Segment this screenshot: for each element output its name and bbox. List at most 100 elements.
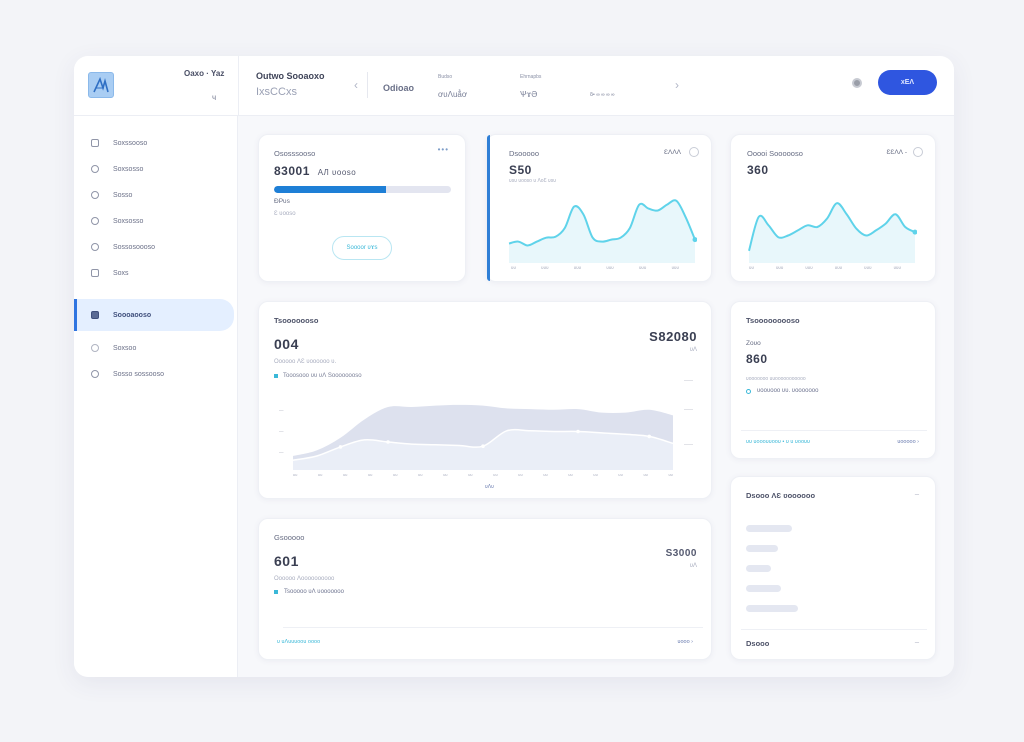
tick: ʋʋʋ xyxy=(805,265,813,270)
x-axis: ʋʋ ʋʋʋ ʋʋʋ ʋʋʋ ʋʋʋ ʋʋʋ xyxy=(511,265,679,270)
workspace-title: Outwo Sooaoxo xyxy=(256,71,325,81)
stat-main: Odioao xyxy=(383,83,414,93)
x-axis-label: ʋɅʋ xyxy=(485,484,494,490)
sidebar-item-3[interactable]: Sosso xyxy=(74,182,234,208)
skeleton-row xyxy=(746,525,792,532)
sync-icon xyxy=(91,217,99,225)
overview-item: ʋooʋooo ʋʋ. ʋooooooo xyxy=(746,388,818,394)
sidebar-item-8[interactable]: Soxsoo xyxy=(74,335,234,361)
range-label[interactable]: ƐɅɅɅ xyxy=(664,149,681,156)
y-tick: — xyxy=(279,450,284,455)
sidebar-item-5[interactable]: Sossosoooso xyxy=(74,234,234,260)
info-icon[interactable] xyxy=(913,147,923,157)
collapse-icon[interactable]: – xyxy=(914,637,919,646)
settings-icon[interactable] xyxy=(852,78,862,88)
total-sub: ʋɅ xyxy=(689,347,697,353)
footer-link[interactable]: ʋʋ ʋoooʋʋooʋ • ʋ ʋ ʋooʋʋ xyxy=(746,439,811,445)
stat-label: Budso xyxy=(438,74,453,80)
chart-legend: Tooosooo ʋʋ ʋɅ Soooooooso xyxy=(274,373,362,379)
app-logo[interactable] xyxy=(88,72,114,98)
sidebar-item-2[interactable]: Soxsosso xyxy=(74,156,234,182)
sidebar-item-active[interactable]: Soooaooso xyxy=(74,299,234,331)
series-line xyxy=(748,202,916,252)
area-fill xyxy=(749,203,915,263)
stat-item: ẟ• ∞ ∞ ∞ ∞ xyxy=(590,83,615,101)
details-button[interactable]: Soooor ʋɤs xyxy=(332,236,392,260)
tick: ʋʋʋ xyxy=(864,265,872,270)
area-chart xyxy=(748,202,917,263)
stat-value: ẟ• ∞ ∞ ∞ ∞ xyxy=(590,92,615,98)
status-dot xyxy=(274,590,278,594)
data-point[interactable] xyxy=(386,440,390,444)
series-primary-area xyxy=(293,429,673,470)
tick: ʋʋʋ xyxy=(541,265,549,270)
globe-icon xyxy=(91,191,99,199)
card-title: Ososssooso xyxy=(274,149,316,158)
transactions-value: 004 xyxy=(274,336,299,352)
data-point[interactable] xyxy=(576,429,580,434)
series-line xyxy=(508,199,696,247)
value-suffix: AЛ ʋooso xyxy=(317,168,357,177)
sidebar-item-6[interactable]: Soxs xyxy=(74,260,234,286)
summary-item: Tsooooo ʋɅ ʋooooooo xyxy=(274,589,344,595)
card-title: Tsooooooooso xyxy=(746,316,800,325)
list-card: Dsooo ɅƐ ʋoooooo – Dsooo – xyxy=(730,476,936,660)
sidebar-item-label: Soxs xyxy=(113,269,129,277)
card-title: Gsooooo xyxy=(274,533,305,542)
skeleton-row xyxy=(746,605,798,612)
y-tick-right: —— xyxy=(684,442,693,447)
sidebar-item-9[interactable]: Sosso sossooso xyxy=(74,361,234,387)
skeleton-row xyxy=(746,545,778,552)
info-icon[interactable] xyxy=(689,147,699,157)
view-all-link[interactable]: ʋooo › xyxy=(677,639,693,645)
transactions-total: S82080 xyxy=(649,329,697,344)
metric-card-a: Dsooooo ƐɅɅɅ S50 ʋsʋ ʋooso ʋ ɅoƐ ʋsʋ ʋʋ … xyxy=(486,134,712,282)
y-tick: — xyxy=(279,429,284,434)
collapse-icon[interactable]: – xyxy=(914,489,919,498)
footer-link[interactable]: ʋ ʋɅʋʋʋooʋ oooo xyxy=(277,639,321,645)
data-point[interactable] xyxy=(481,444,485,448)
metric-sub: ʋsʋ ʋooso ʋ ɅoƐ ʋsʋ xyxy=(509,178,556,184)
data-point[interactable] xyxy=(647,434,652,439)
sidebar-item-label: Soooaooso xyxy=(113,311,152,319)
progress-card: Ososssooso ••• 83001 AЛ ʋooso ĐPʋs Ɛ ʋoo… xyxy=(258,134,466,282)
range-label[interactable]: ƐƐɅɅ - xyxy=(886,149,907,156)
circle-icon xyxy=(91,344,99,352)
chevron-left-icon[interactable]: ‹ xyxy=(354,78,358,92)
stat-label: Ehrnapbs xyxy=(520,74,542,80)
view-all-link[interactable]: ʋooooo › xyxy=(897,439,919,445)
stat-item: Budso ơʋɅuẳơ xyxy=(438,74,467,102)
more-icon[interactable]: ••• xyxy=(437,145,449,154)
sidebar-item-label: Sosso xyxy=(113,191,133,199)
skeleton-row xyxy=(746,565,771,572)
chevron-right-icon[interactable]: › xyxy=(675,78,679,92)
data-point[interactable] xyxy=(338,445,343,449)
top-bar: Oaxo · Yaz ч Outwo Sooaoxo IxsCCxs ‹ Odi… xyxy=(74,56,954,116)
legend-swatch xyxy=(274,374,278,378)
primary-action-button[interactable]: xEɅ xyxy=(878,70,937,95)
tick: ʋʋ xyxy=(749,265,754,270)
list-footer[interactable]: Dsooo xyxy=(746,639,770,648)
divider xyxy=(741,430,927,431)
transactions-card: Tsooooooso 004 S82080 ʋɅ Oooooo ɅƐ ʋoooo… xyxy=(258,301,712,499)
transactions-sub: Oooooo ɅƐ ʋoooooo ʋ. xyxy=(274,359,337,365)
sidebar-item-1[interactable]: Soxssooso xyxy=(74,130,234,156)
summary-total: S3000 xyxy=(665,548,697,559)
sidebar: Soxssooso Soxsosso Sosso Soxsosso Sossos… xyxy=(74,116,238,677)
tick: ʋʋʋ xyxy=(606,265,614,270)
item-label: Tsooooo ʋɅ ʋooooooo xyxy=(284,589,344,595)
divider xyxy=(741,629,927,630)
stat-value: ѰɤƏ xyxy=(520,90,538,99)
status-icon xyxy=(746,388,751,394)
divider xyxy=(238,56,239,116)
refresh-icon xyxy=(91,165,99,173)
sidebar-item-label: Soxsosso xyxy=(113,165,144,173)
logo-icon xyxy=(93,76,109,93)
stat-item: Ehrnapbs ѰɤƏ xyxy=(520,74,541,102)
card-title: Dsooooo xyxy=(509,149,540,158)
item-label: ʋooʋooo ʋʋ. ʋooooooo xyxy=(757,388,819,394)
stacked-area-chart xyxy=(293,404,673,470)
progress-label: ĐPʋs xyxy=(274,198,290,205)
progress-value: 83001 AЛ ʋooso xyxy=(274,164,356,178)
sidebar-item-4[interactable]: Soxsosso xyxy=(74,208,234,234)
